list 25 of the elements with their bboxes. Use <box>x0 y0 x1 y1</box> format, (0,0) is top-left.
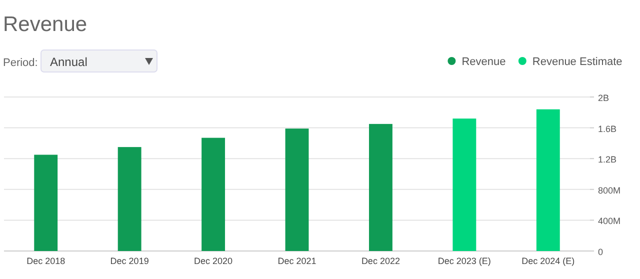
y-tick-label: 1.2B <box>598 154 617 165</box>
bar <box>452 118 476 251</box>
x-tick-label: Dec 2020 <box>194 256 233 266</box>
x-tick-label: Dec 2018 <box>26 256 66 266</box>
bar <box>536 109 560 251</box>
bar <box>285 128 309 251</box>
x-tick-label: Dec 2019 <box>110 256 149 266</box>
y-tick-label: 400M <box>598 216 621 226</box>
text: Period: <box>3 57 38 69</box>
x-tick-label: Dec 2024 (E) <box>522 256 575 266</box>
y-tick-label: 2B <box>598 93 610 103</box>
x-tick-label: Dec 2023 (E) <box>438 256 491 266</box>
x-tick-label: Dec 2022 <box>361 256 400 266</box>
bar <box>118 147 142 251</box>
legend-label: Revenue <box>462 56 506 68</box>
y-tick-label: 1.6B <box>598 124 617 134</box>
y-tick-label: 800M <box>598 185 621 196</box>
x-tick-label: Dec 2021 <box>278 256 316 266</box>
text: Annual <box>50 55 88 69</box>
y-tick-label: 0 <box>598 247 604 257</box>
legend-label: Revenue Estimate <box>532 56 622 68</box>
bar <box>368 124 392 251</box>
bar <box>34 154 58 251</box>
bar <box>202 138 226 251</box>
chart-title: Revenue <box>3 13 88 36</box>
